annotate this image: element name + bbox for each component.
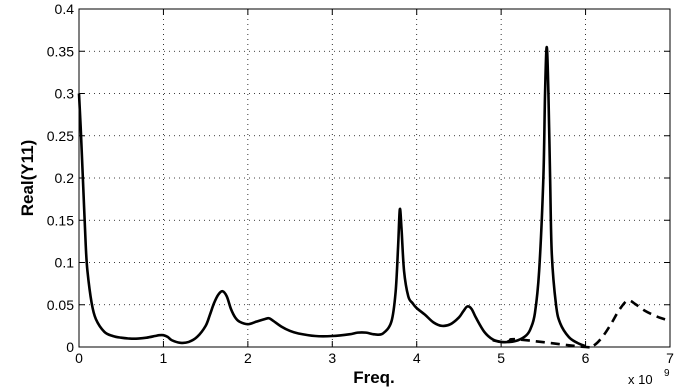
x-tick-labels: 0 1 2 3 4 5 6 7	[75, 350, 674, 366]
y-tick-labels: 0 0.05 0.1 0.15 0.2 0.25 0.3 0.35 0.4	[47, 1, 74, 355]
x-tick-label: 0	[75, 350, 83, 366]
y-tick-label: 0.4	[55, 1, 75, 17]
y-tick-label: 0.1	[55, 255, 75, 271]
x-tick-label: 6	[582, 350, 590, 366]
solid-series-line	[77, 45, 587, 348]
x-tick-label: 2	[244, 350, 252, 366]
x-multiplier-label: x 10	[628, 372, 653, 387]
x-tick-label: 3	[328, 350, 336, 366]
y-tick-label: 0.15	[47, 212, 74, 228]
y-tick-label: 0.2	[55, 170, 75, 186]
x-tick-label: 4	[413, 350, 421, 366]
y-tick-label: 0.3	[55, 86, 75, 102]
y-tick-label: 0.35	[47, 43, 74, 59]
axis-ticks	[78, 8, 671, 348]
x-tick-label: 7	[666, 350, 674, 366]
series-group	[77, 45, 671, 349]
y-tick-label: 0.05	[47, 297, 74, 313]
grid-lines	[79, 9, 670, 347]
y-axis-label: Real(Y11)	[18, 140, 37, 217]
y-tick-label: 0.25	[47, 128, 74, 144]
dashed-series-line	[492, 299, 671, 349]
x-multiplier-exponent: 9	[664, 368, 670, 379]
x-tick-label: 1	[160, 350, 168, 366]
x-tick-label: 5	[497, 350, 505, 366]
x-axis-label: Freq.	[353, 368, 395, 387]
y-tick-label: 0	[66, 339, 74, 355]
